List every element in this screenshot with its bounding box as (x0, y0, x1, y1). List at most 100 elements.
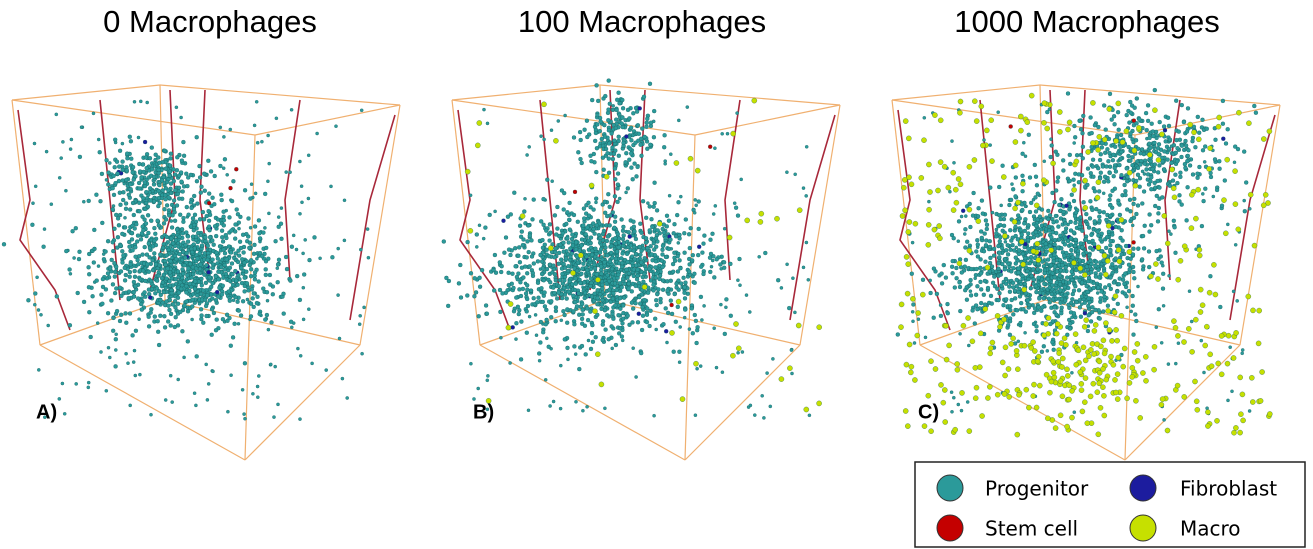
cell (1120, 228, 1124, 232)
cell (961, 209, 965, 213)
cell (1213, 157, 1217, 161)
cell (640, 154, 644, 158)
cell (157, 168, 161, 172)
cell (587, 201, 591, 205)
cell (563, 313, 567, 317)
cell (1021, 174, 1025, 178)
cell (113, 165, 117, 169)
cell (548, 246, 553, 251)
cell (499, 270, 503, 274)
cell (243, 188, 247, 192)
cell (595, 277, 600, 282)
cell (702, 272, 706, 276)
cell (117, 165, 121, 169)
cell (571, 294, 575, 298)
cell (264, 273, 268, 277)
cell (1026, 298, 1030, 302)
cell (114, 181, 118, 185)
cell (645, 117, 649, 121)
cell (105, 178, 108, 181)
cell (1054, 189, 1058, 193)
cell (1051, 271, 1055, 275)
cell (1230, 390, 1233, 393)
cell (181, 220, 185, 224)
cell (574, 247, 578, 251)
cell (724, 306, 727, 309)
cell (498, 288, 502, 292)
cell (598, 129, 602, 133)
cell (995, 287, 999, 291)
cell (613, 194, 617, 198)
cell (167, 304, 171, 308)
cell (530, 238, 534, 242)
cell (113, 227, 117, 231)
cell (162, 314, 166, 318)
cell (204, 281, 208, 285)
cube-edge (40, 300, 165, 345)
cell (1101, 259, 1105, 263)
cell (1132, 247, 1136, 251)
cell (207, 219, 211, 223)
cell (1143, 224, 1147, 228)
cell (659, 297, 663, 301)
cell (1004, 297, 1008, 301)
cell (794, 173, 797, 176)
cell (214, 298, 218, 302)
cell (1132, 197, 1136, 201)
cell (221, 317, 225, 321)
cell (652, 135, 656, 139)
cell (560, 296, 564, 300)
cell (1038, 291, 1042, 295)
cell (604, 147, 608, 151)
cell (176, 192, 180, 196)
cell (493, 253, 497, 257)
cell (220, 229, 224, 233)
cell (611, 297, 615, 301)
cell (131, 333, 135, 337)
cell (169, 312, 173, 316)
cell (1029, 255, 1033, 259)
cell (537, 352, 541, 356)
cell (542, 278, 546, 282)
cell (541, 238, 545, 242)
cell (1167, 363, 1170, 366)
cell (482, 108, 485, 111)
cell (932, 267, 936, 271)
cell (626, 314, 630, 318)
cell (652, 109, 656, 113)
cell (1034, 224, 1038, 228)
cell (484, 304, 488, 308)
cell (1187, 148, 1191, 152)
cell (179, 287, 183, 291)
cell (241, 299, 245, 303)
cell (1220, 204, 1224, 208)
cell (1032, 235, 1036, 239)
cell (1148, 230, 1152, 234)
cell (277, 258, 281, 262)
cell (1136, 285, 1139, 288)
cell (638, 245, 642, 249)
cell (581, 308, 585, 312)
cell (564, 222, 568, 226)
cell (233, 230, 237, 234)
cell (566, 264, 570, 268)
cell (661, 253, 665, 257)
cell (212, 202, 216, 206)
cell (183, 263, 187, 267)
cell (214, 328, 218, 332)
cell (360, 109, 363, 112)
cell (238, 240, 242, 244)
cell (753, 414, 756, 417)
cell (1102, 192, 1105, 195)
cell (223, 251, 227, 255)
cell (186, 240, 190, 244)
cell (1062, 210, 1066, 214)
cell (620, 285, 624, 289)
cell (509, 253, 513, 257)
cell (585, 268, 589, 272)
cell (37, 368, 40, 371)
cell (1131, 294, 1135, 298)
cell (525, 297, 529, 301)
cell (665, 341, 668, 344)
cell (644, 216, 648, 220)
